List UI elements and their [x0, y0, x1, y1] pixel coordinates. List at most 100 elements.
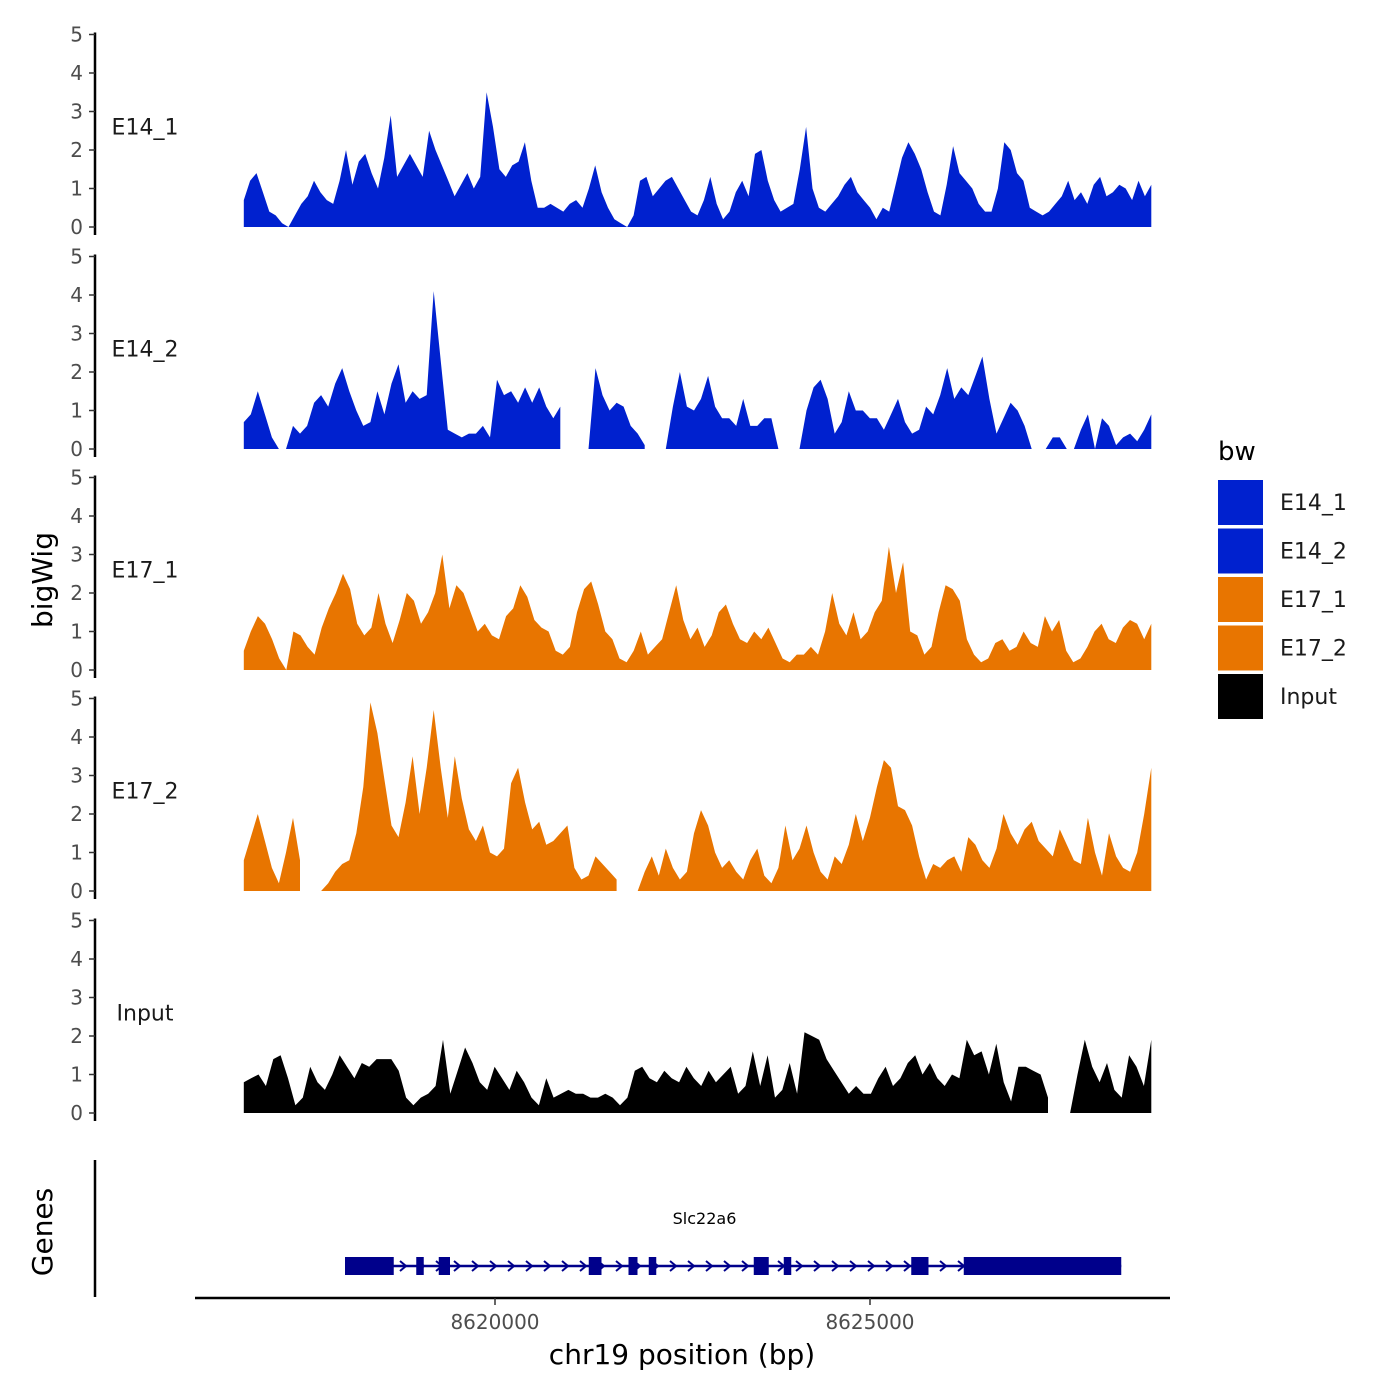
legend-label-E14_1: E14_1 [1280, 491, 1347, 516]
gene-label: Slc22a6 [673, 1209, 737, 1228]
strand-arrow-icon [741, 1260, 750, 1272]
strand-arrow-icon [687, 1260, 696, 1272]
strand-arrow-icon [849, 1260, 858, 1272]
y-tick-label: 2 [70, 138, 83, 162]
y-tick-label: 5 [70, 245, 83, 269]
y-tick-label: 2 [70, 802, 83, 826]
track-E17_2: 0 1 2 3 4 5 E17_2 [70, 687, 1152, 903]
strand-arrow-icon [831, 1260, 840, 1272]
strand-arrow-icon [813, 1260, 822, 1272]
x-tick-label: 8625000 [825, 1310, 914, 1334]
track-E14_2: 0 1 2 3 4 5 E14_2 [70, 245, 1152, 461]
y-tick-label: 3 [70, 543, 83, 567]
y-tick-label: 3 [70, 986, 83, 1010]
strand-arrow-icon [939, 1260, 948, 1272]
signal-area-E17_1-0 [243, 546, 1152, 670]
legend-label-E14_2: E14_2 [1280, 540, 1347, 565]
gene-exon [628, 1257, 638, 1275]
track-label-E14_1: E14_1 [112, 116, 179, 141]
y-tick-label: 5 [70, 687, 83, 711]
legend-label-E17_1: E17_1 [1280, 588, 1347, 613]
track-E17_1: 0 1 2 3 4 5 E17_1 [70, 466, 1152, 682]
y-tick-label: 1 [70, 399, 83, 423]
y-axis-Input: 0 1 2 3 4 5 [70, 909, 97, 1125]
legend-title: bw [1218, 437, 1256, 467]
gene-track: Slc22a6 [93, 1160, 1122, 1297]
strand-arrow-icon [543, 1260, 552, 1272]
legend-key-E14_2 [1218, 528, 1263, 574]
y-tick-label: 4 [70, 947, 83, 971]
strand-arrow-icon [507, 1260, 516, 1272]
y-axis-E14_1: 0 1 2 3 4 5 [70, 23, 97, 239]
y-axis-title: bigWig [26, 532, 59, 628]
y-tick-label: 4 [70, 61, 83, 85]
strand-arrow-icon [867, 1260, 876, 1272]
legend-label-E17_2: E17_2 [1280, 637, 1347, 662]
signal-area-Input-0 [243, 1032, 1049, 1113]
strand-arrow-icon [579, 1260, 588, 1272]
y-tick-label: 1 [70, 1063, 83, 1087]
y-tick-label: 1 [70, 620, 83, 644]
strand-arrow-icon [561, 1260, 570, 1272]
strand-arrow-icon [669, 1260, 678, 1272]
strand-arrow-icon [471, 1260, 480, 1272]
strand-arrow-icon [399, 1260, 408, 1272]
strand-arrow-icon [795, 1260, 804, 1272]
strand-arrow-icon [903, 1260, 912, 1272]
y-tick-label: 5 [70, 466, 83, 490]
track-label-E17_2: E17_2 [112, 780, 179, 805]
y-tick-label: 4 [70, 283, 83, 307]
gene-exon [438, 1257, 450, 1275]
y-tick-label: 2 [70, 581, 83, 605]
y-tick-label: 0 [70, 1101, 83, 1125]
strand-arrow-icon [489, 1260, 498, 1272]
y-tick-label: 0 [70, 879, 83, 903]
legend-key-E17_2 [1218, 625, 1263, 671]
track-label-E14_2: E14_2 [112, 338, 179, 363]
x-tick-label: 8620000 [450, 1310, 539, 1334]
signal-area-E17_2-0 [243, 814, 300, 891]
strand-arrow-icon [885, 1260, 894, 1272]
y-tick-label: 0 [70, 658, 83, 682]
y-tick-label: 4 [70, 504, 83, 528]
y-tick-label: 1 [70, 841, 83, 865]
gene-exon [416, 1257, 424, 1275]
strand-arrow-icon [705, 1260, 714, 1272]
y-tick-label: 2 [70, 360, 83, 384]
y-axis-E17_2: 0 1 2 3 4 5 [70, 687, 97, 903]
signal-area-E14_2-0 [243, 291, 561, 449]
y-axis-E14_2: 0 1 2 3 4 5 [70, 245, 97, 461]
gene-exon [783, 1257, 792, 1275]
track-E14_1: 0 1 2 3 4 5 E14_1 [70, 23, 1152, 239]
signal-area-E14_2-1 [588, 368, 645, 449]
y-tick-label: 5 [70, 23, 83, 47]
gene-exon [648, 1257, 657, 1275]
legend-key-E17_1 [1218, 577, 1263, 622]
legend-label-Input: Input [1280, 685, 1337, 710]
signal-area-E14_1-0 [243, 92, 1152, 227]
track-Input: 0 1 2 3 4 5 Input [70, 909, 1152, 1125]
strand-arrow-icon [525, 1260, 534, 1272]
gene-exon [588, 1257, 602, 1275]
gene-exon [911, 1257, 929, 1275]
y-tick-label: 4 [70, 725, 83, 749]
y-tick-label: 0 [70, 215, 83, 239]
signal-area-E17_2-1 [321, 702, 617, 891]
legend-key-Input [1218, 674, 1263, 719]
track-label-Input: Input [117, 1002, 174, 1027]
y-tick-label: 3 [70, 322, 83, 346]
y-tick-label: 2 [70, 1024, 83, 1048]
x-axis-title: chr19 position (bp) [549, 1338, 815, 1371]
strand-arrow-icon [615, 1260, 624, 1272]
y-tick-label: 3 [70, 764, 83, 788]
signal-area-E14_2-3 [799, 356, 1152, 449]
y-tick-label: 1 [70, 177, 83, 201]
y-axis-E17_1: 0 1 2 3 4 5 [70, 466, 97, 682]
genes-axis-title: Genes [26, 1188, 59, 1276]
y-tick-label: 0 [70, 437, 83, 461]
gene-exon [753, 1257, 769, 1275]
y-tick-label: 3 [70, 100, 83, 124]
signal-tracks: 0 1 2 3 4 5 E14_1 0 1 2 3 4 5 E14_2 0 1 2 3 4 5 E17_1 0 1 2 3 4 5 E… [70, 23, 1152, 1125]
track-label-E17_1: E17_1 [112, 559, 179, 584]
